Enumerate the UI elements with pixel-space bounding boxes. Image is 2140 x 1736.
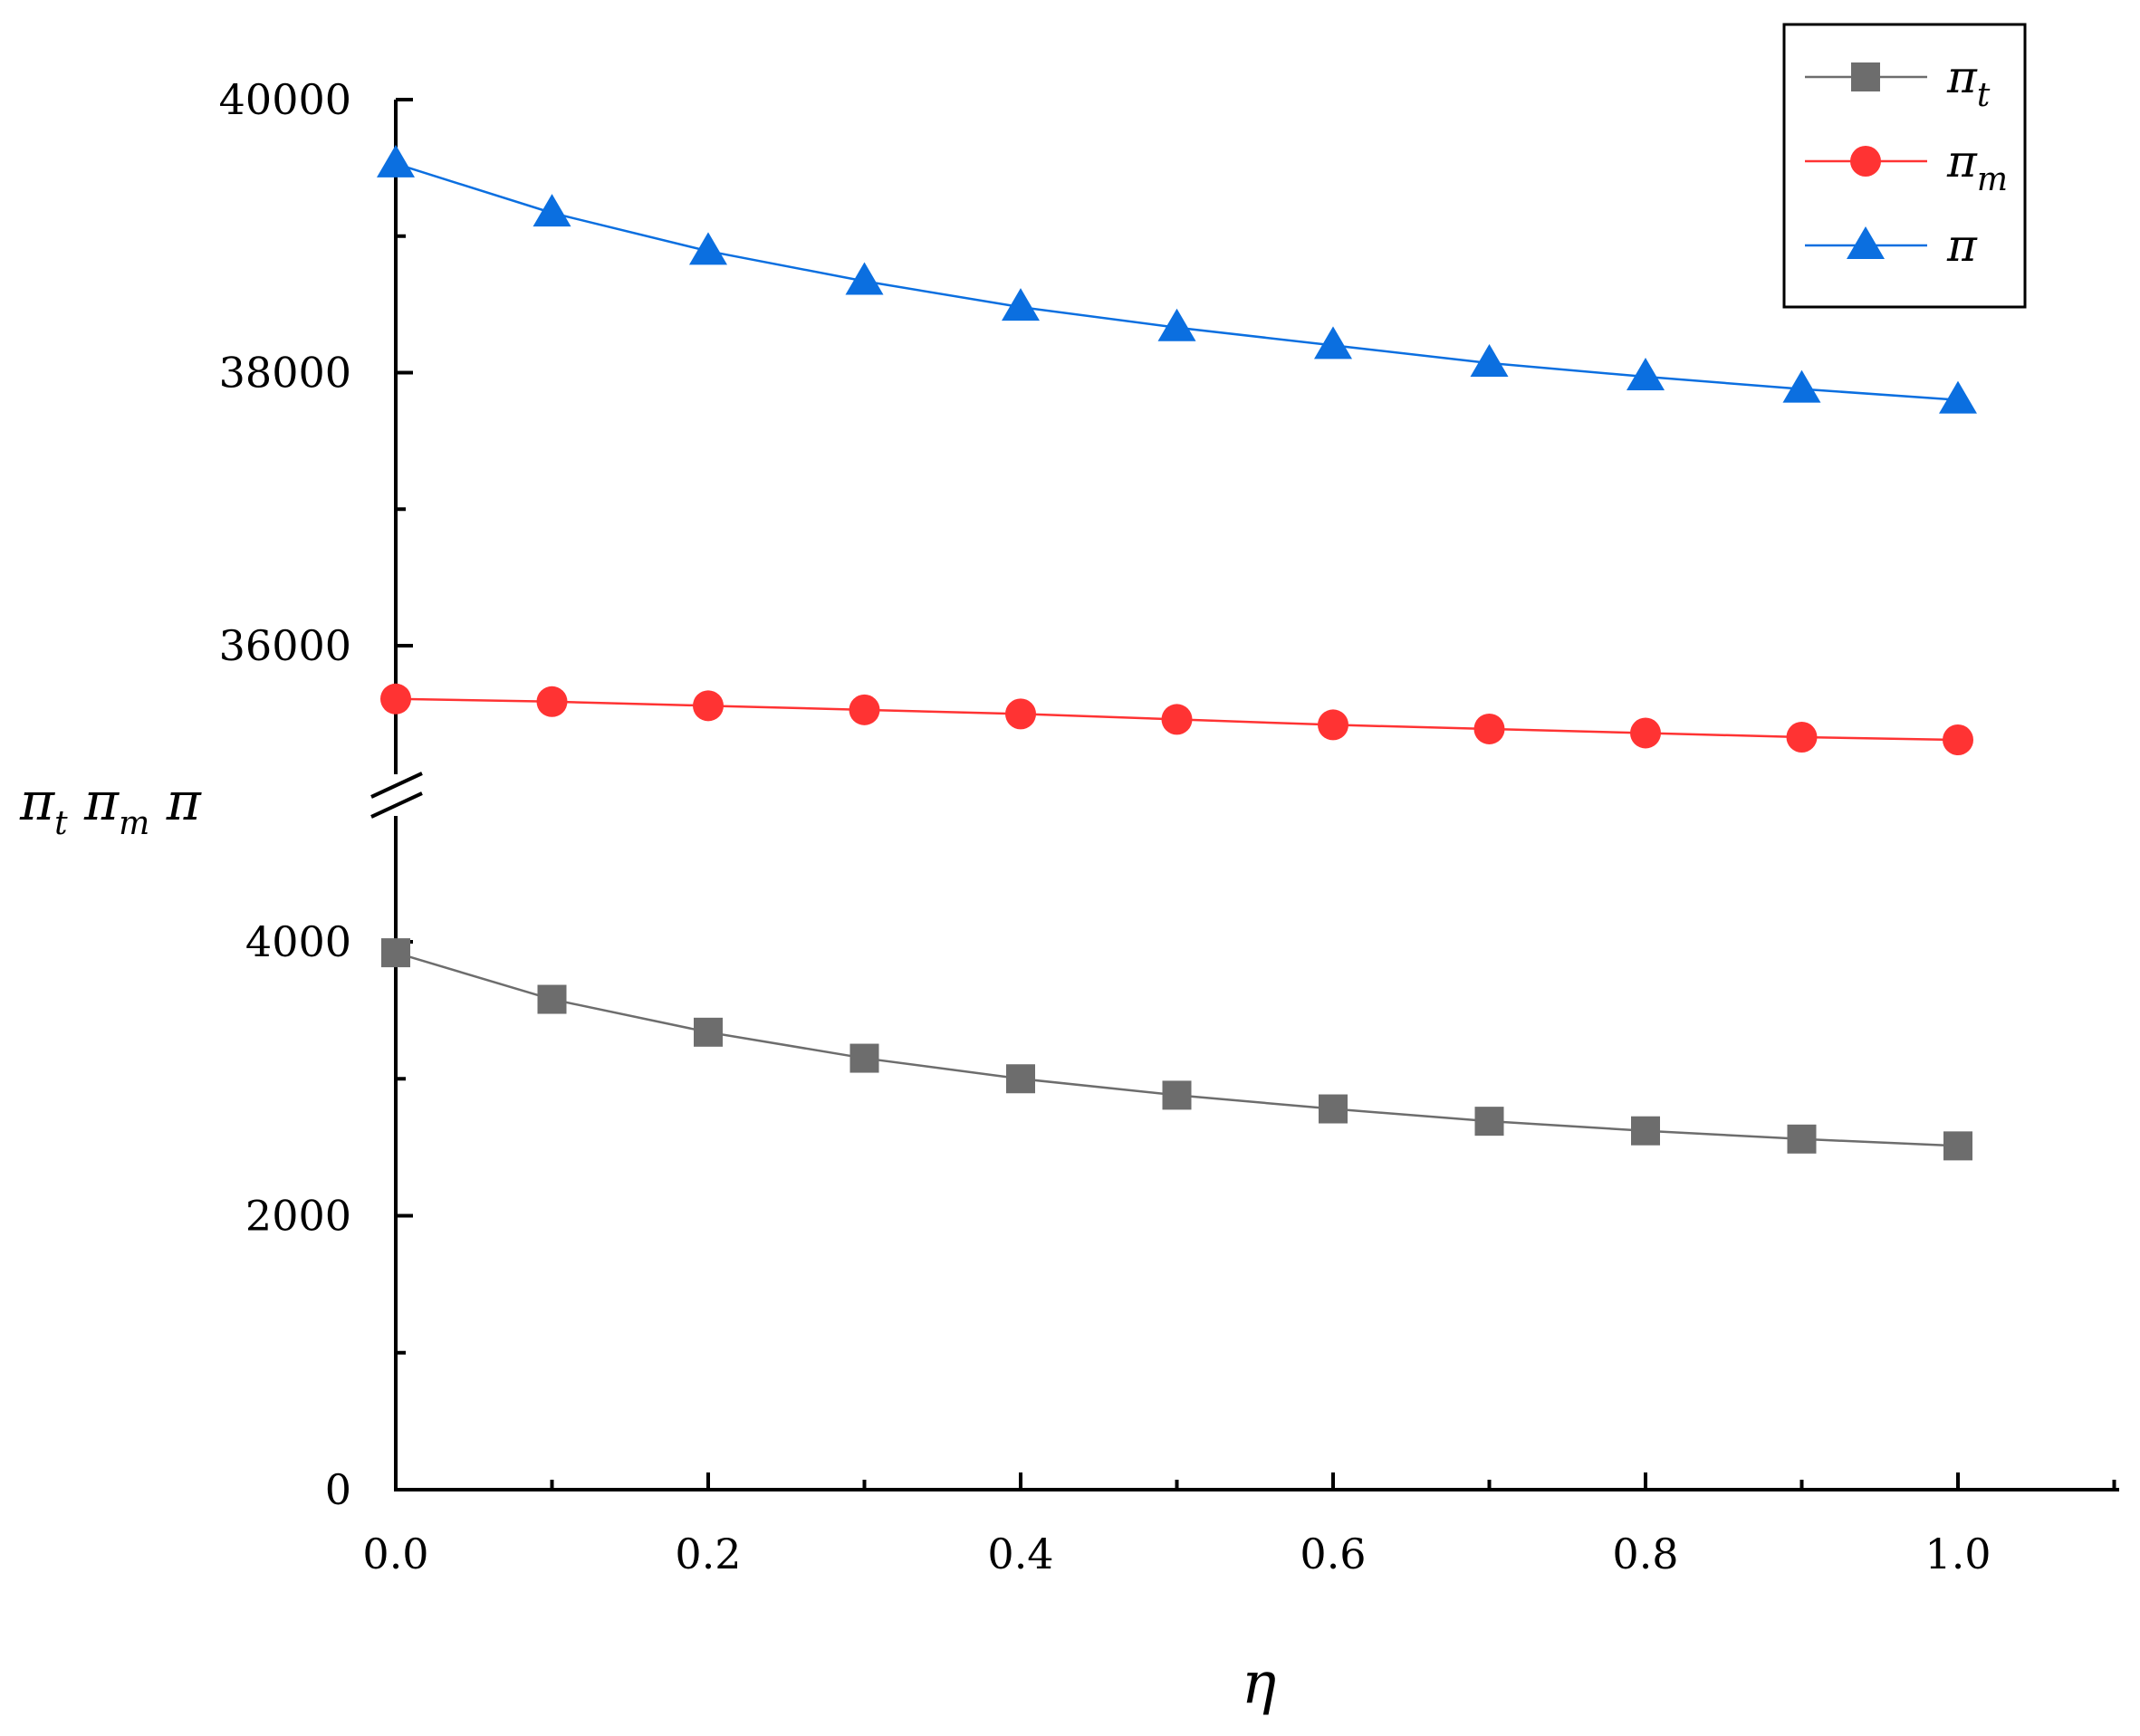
series-line [395,162,1959,401]
series-line [395,951,1959,1147]
data-point [1782,369,1821,403]
x-tick-label: 0.2 [675,1530,741,1578]
legend-label: π [1946,219,1978,272]
data-point [537,984,567,1014]
y-tick-label: 36000 [219,621,351,670]
data-point [1314,326,1352,360]
data-point [1631,1116,1660,1146]
series-layer [377,144,1977,1161]
data-point [1161,704,1193,735]
data-point [1939,380,1977,414]
legend-marker [1850,146,1881,177]
ticks: 0 2000 4000 36000 38000 40000 0.0 0.2 0.4 0.6 0.8 1… [219,75,2116,1578]
data-point [1162,1080,1192,1110]
data-point [1006,1064,1035,1094]
legend-item: π [1805,219,1978,272]
data-point [1470,343,1509,377]
data-point [1319,1094,1348,1124]
data-point [1473,713,1505,744]
data-point [1157,308,1196,341]
x-axis-title: η [1242,1650,1276,1717]
series-1 [381,938,1972,1161]
data-point [849,1043,879,1073]
y-tick-label: 38000 [219,349,351,398]
data-point [1943,1131,1972,1161]
data-point [1002,288,1040,321]
x-tick-label: 0.6 [1300,1530,1366,1578]
series-3 [377,144,1977,414]
y-tick-label: 40000 [219,75,351,124]
data-point [1627,358,1665,391]
data-point [1943,724,1973,756]
data-point [1786,722,1818,753]
data-point [1005,698,1036,730]
data-point [377,144,415,177]
data-point [380,683,411,715]
data-point [1787,1124,1817,1154]
data-point [1318,709,1348,741]
data-point [1630,717,1661,749]
data-point [689,232,727,265]
data-point [1474,1107,1504,1137]
axis-break-mark [370,772,423,819]
axes [370,100,2119,1491]
data-point [849,694,880,725]
data-point [693,690,724,722]
y-tick-label: 0 [325,1465,351,1514]
legend-label: πt [1946,51,1991,114]
data-point [694,1017,723,1047]
x-tick-label: 0.0 [362,1530,428,1578]
legend-label: πm [1946,135,2008,198]
legend-box [1782,23,2027,309]
legend-marker [1851,62,1880,91]
y-tick-label: 2000 [245,1192,351,1241]
legend-item: πm [1805,135,2008,198]
legend-marker [1847,226,1885,259]
series-2 [380,683,1973,756]
legend-item: πt [1805,51,1991,114]
data-point [381,938,410,968]
x-tick-label: 0.8 [1612,1530,1678,1578]
data-point [536,686,568,717]
data-point [845,262,884,295]
x-tick-label: 1.0 [1924,1530,1991,1578]
y-tick-label: 4000 [245,917,351,966]
legend: πt πm π [1782,23,2027,309]
y-axis-title: πt πm π [19,771,202,842]
data-point [533,194,571,227]
x-tick-label: 0.4 [987,1530,1053,1578]
